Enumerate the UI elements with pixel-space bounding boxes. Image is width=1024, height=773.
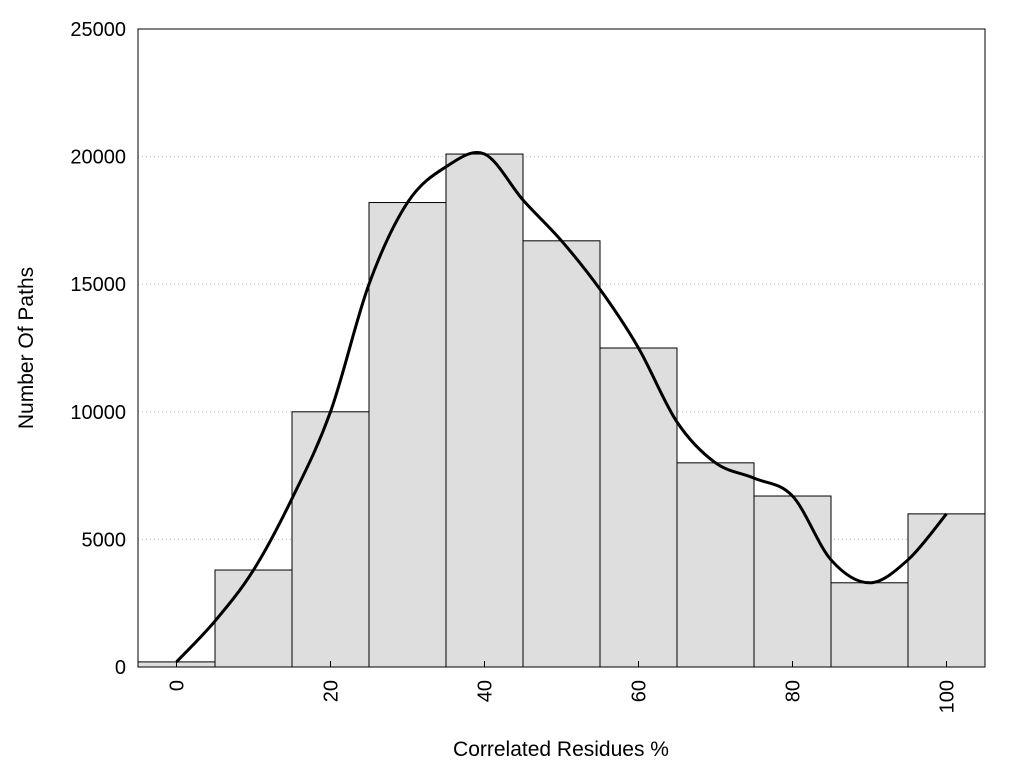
histogram-bar-30 xyxy=(368,202,447,668)
x-tick-label-20: 20 xyxy=(321,680,343,702)
histogram-bar-40 xyxy=(445,153,524,668)
density-curve xyxy=(175,151,948,663)
histogram-bars xyxy=(137,153,986,668)
x-axis-ticks: 0 20 40 60 80 100 xyxy=(167,661,959,713)
y-tick-label-25000: 25000 xyxy=(70,19,126,41)
plot-frame xyxy=(137,28,986,668)
density-curve-line xyxy=(175,151,948,663)
histogram-bar-20 xyxy=(291,411,370,668)
y-tick-label-5000: 5000 xyxy=(82,529,127,551)
y-axis-ticks: 0 5000 10000 15000 20000 25000 xyxy=(70,19,126,679)
histogram-bar-70 xyxy=(676,462,755,668)
x-tick-label-80: 80 xyxy=(783,680,805,702)
histogram-bar-10 xyxy=(214,569,293,668)
y-tick-label-10000: 10000 xyxy=(70,402,126,424)
histogram-bar-50 xyxy=(522,240,601,668)
y-tick-label-15000: 15000 xyxy=(70,274,126,296)
x-axis-label: Correlated Residues % xyxy=(453,738,669,761)
histogram-bar-80 xyxy=(753,495,832,668)
y-tick-label-0: 0 xyxy=(115,657,126,679)
y-tick-label-20000: 20000 xyxy=(70,147,126,169)
x-tick-label-100: 100 xyxy=(937,680,959,713)
x-tick-label-40: 40 xyxy=(475,680,497,702)
histogram-bar-60 xyxy=(599,347,678,668)
x-tick-label-0: 0 xyxy=(167,680,189,691)
y-axis-label: Number Of Paths xyxy=(15,267,38,429)
x-tick-label-60: 60 xyxy=(629,680,651,702)
histogram-bar-100 xyxy=(907,513,986,668)
histogram-bar-90 xyxy=(830,582,909,668)
